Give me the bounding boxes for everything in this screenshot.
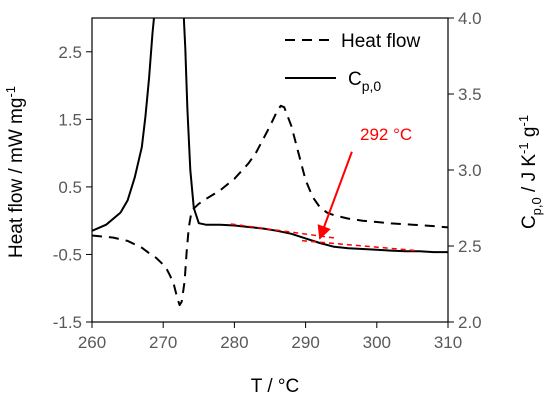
x-axis-label: T / °C <box>251 376 299 397</box>
y-left-tick-label: 0.5 <box>58 178 82 197</box>
y-right-tick-label: 2.0 <box>458 313 482 332</box>
y-left-tick-label: 2.5 <box>58 43 82 62</box>
legend-cp-main: C <box>348 69 362 90</box>
series-group <box>92 18 448 307</box>
y-right-label-sub: p,0 <box>529 197 544 215</box>
y-right-tick-label: 3.5 <box>458 85 482 104</box>
y-left-tick-label: -1.5 <box>53 313 82 332</box>
y-right-label-unit: / J K <box>519 154 540 198</box>
legend-cp-label: Cp,0 <box>348 69 381 94</box>
y-left-label-main: Heat flow / mW mg <box>6 98 27 258</box>
annotation-label: 292 °C <box>360 125 412 144</box>
tangent-line-2 <box>301 239 417 252</box>
series-cp-line <box>92 18 448 254</box>
y-left-tick-label: -0.5 <box>53 245 82 264</box>
y-right-tick-label: 4.0 <box>458 9 482 28</box>
y-right-axis-label: Cp,0 / J K-1 g-1 <box>516 115 544 229</box>
x-tick-label: 270 <box>149 333 177 352</box>
y-right-label-g: g <box>519 127 540 143</box>
y-right-label-sup2: -1 <box>516 115 531 127</box>
y-left-tick-label: 1.5 <box>58 110 82 129</box>
series-heat-flow-line <box>92 104 448 307</box>
legend-cp-sub: p,0 <box>362 78 382 94</box>
annotation-arrow <box>317 151 353 240</box>
x-tick-label: 300 <box>363 333 391 352</box>
x-tick-label: 280 <box>220 333 248 352</box>
legend-heat-flow-label: Heat flow <box>341 31 420 52</box>
y-right-tick-label: 3.0 <box>458 161 482 180</box>
x-tick-label: 260 <box>78 333 106 352</box>
y-right-tick-label: 2.5 <box>458 237 482 256</box>
y-right-label-sup1: -1 <box>516 142 531 154</box>
y-right-label-c: C <box>519 215 540 229</box>
plot-frame <box>91 17 449 323</box>
x-tick-label: 290 <box>291 333 319 352</box>
x-tick-label: 310 <box>434 333 462 352</box>
y-left-axis-label: Heat flow / mW mg-1 <box>3 86 27 258</box>
legend: Heat flow Cp,0 <box>285 31 420 94</box>
y-left-label-sup: -1 <box>3 86 18 98</box>
